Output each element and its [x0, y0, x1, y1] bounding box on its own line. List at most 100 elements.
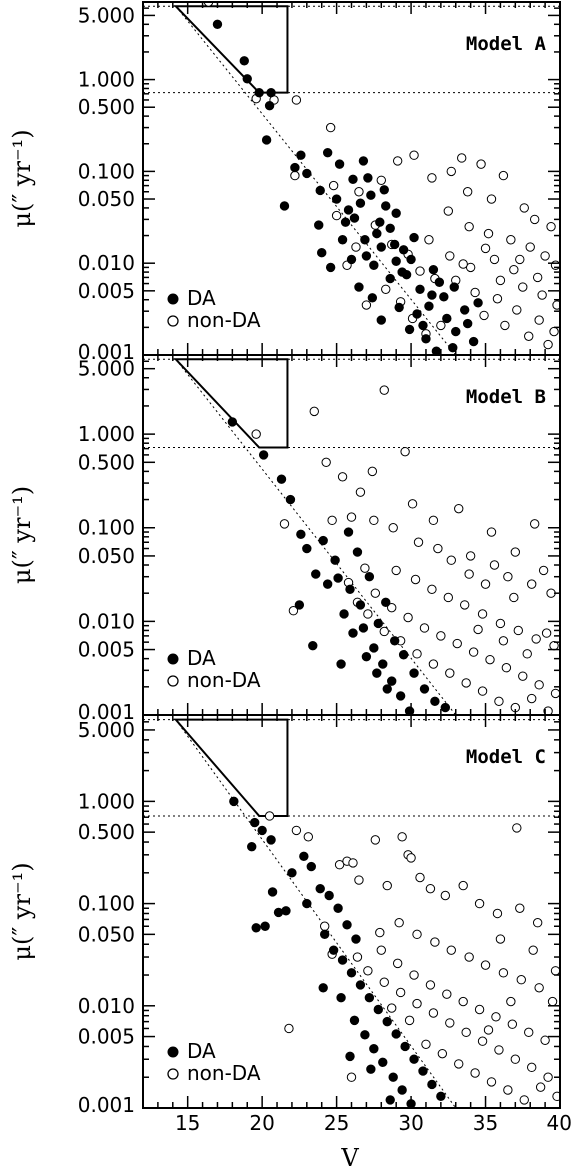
da-point — [249, 817, 260, 828]
panel-model-c: 0.001 0.005 0.010 0.050 0.100 0.500 1.000 5.000… — [8, 714, 561, 1117]
non-da-point — [424, 235, 434, 245]
da-point — [337, 955, 348, 965]
da-point — [285, 494, 296, 505]
da-point — [355, 980, 366, 990]
non-da-point — [458, 880, 468, 891]
non-da-point — [412, 998, 422, 1009]
non-da-point — [550, 688, 560, 699]
da-point — [239, 56, 249, 66]
non-da-point — [522, 649, 532, 659]
da-point — [296, 529, 306, 540]
non-da-point — [203, 2, 214, 7]
da-point — [376, 315, 386, 325]
non-da-point — [446, 945, 456, 955]
y-tick-label: 5.000 — [78, 3, 135, 27]
x-tick-label: 30 — [398, 1111, 423, 1135]
da-point — [391, 1029, 401, 1039]
da-point — [266, 87, 276, 98]
da-point — [412, 309, 422, 319]
da-point — [276, 474, 287, 484]
da-point — [261, 135, 272, 145]
non-da-point — [503, 1085, 513, 1095]
non-da-point — [361, 300, 372, 310]
non-da-point — [412, 649, 422, 659]
da-point — [345, 1051, 355, 1062]
non-da-point — [492, 294, 503, 304]
da-point — [355, 600, 366, 610]
non-da-point — [428, 659, 439, 669]
da-point — [306, 861, 316, 872]
legend-non-da-marker — [167, 315, 179, 327]
da-point — [345, 584, 355, 595]
non-da-point — [543, 706, 553, 715]
non-da-point — [279, 519, 290, 529]
da-point — [266, 835, 276, 845]
non-da-point — [363, 966, 373, 976]
da-point — [421, 334, 431, 344]
non-da-point — [509, 592, 519, 603]
da-point — [364, 572, 375, 582]
legend-non-da-marker — [167, 675, 179, 687]
non-da-point — [354, 187, 364, 197]
non-da-point — [425, 980, 436, 990]
non-da-point — [379, 385, 389, 395]
model-title: Model B — [466, 386, 546, 408]
non-da-point — [352, 952, 363, 962]
da-point — [281, 906, 291, 916]
da-point — [427, 1079, 437, 1090]
da-point — [229, 796, 239, 807]
da-point — [468, 336, 479, 347]
non-da-point — [464, 569, 474, 579]
da-point — [369, 1044, 379, 1054]
non-da-point — [498, 170, 509, 181]
da-point — [279, 201, 290, 211]
non-da-point — [527, 579, 537, 589]
da-point — [378, 659, 388, 669]
y-tick-label: 0.500 — [78, 95, 135, 119]
da-point — [373, 1004, 384, 1015]
non-da-point — [462, 187, 473, 197]
da-point — [401, 269, 412, 280]
non-da-point — [334, 860, 345, 870]
non-da-point — [446, 555, 456, 565]
non-da-point — [348, 858, 358, 868]
non-da-point — [543, 339, 553, 350]
da-point — [354, 282, 364, 292]
da-point — [257, 825, 267, 836]
non-da-point — [443, 592, 454, 603]
non-da-point — [498, 968, 509, 978]
non-da-point — [419, 623, 430, 633]
legend-da-label: DA — [187, 1039, 216, 1063]
non-da-point — [552, 1091, 560, 1102]
da-point — [251, 923, 261, 933]
non-da-point — [483, 1025, 494, 1035]
da-point — [376, 242, 386, 252]
da-point — [358, 156, 369, 166]
da-point — [346, 254, 357, 265]
da-point — [330, 555, 340, 565]
non-da-point — [410, 574, 421, 585]
non-da-point — [409, 970, 419, 980]
non-da-point — [480, 243, 491, 254]
da-point — [434, 277, 445, 287]
da-point — [375, 217, 385, 227]
panel-model-a: 0.001 0.005 0.010 0.050 0.100 0.500 1.000 5.000… — [8, 1, 561, 364]
da-point — [418, 320, 428, 331]
non-da-point — [430, 937, 440, 947]
da-point — [290, 162, 300, 173]
da-point — [319, 929, 330, 940]
da-point — [385, 273, 395, 284]
da-point — [428, 264, 439, 275]
non-da-point — [534, 680, 544, 690]
da-point — [336, 659, 346, 669]
da-point — [409, 1054, 419, 1064]
y-axis-label: μ(″ yr⁻¹) — [8, 129, 36, 227]
non-da-point — [480, 579, 491, 589]
non-da-point — [379, 977, 389, 987]
da-point — [318, 535, 328, 546]
non-da-point — [452, 638, 462, 649]
da-point — [260, 921, 270, 931]
non-da-point — [346, 1072, 357, 1082]
non-da-point — [445, 251, 455, 261]
non-da-point — [507, 1019, 518, 1029]
